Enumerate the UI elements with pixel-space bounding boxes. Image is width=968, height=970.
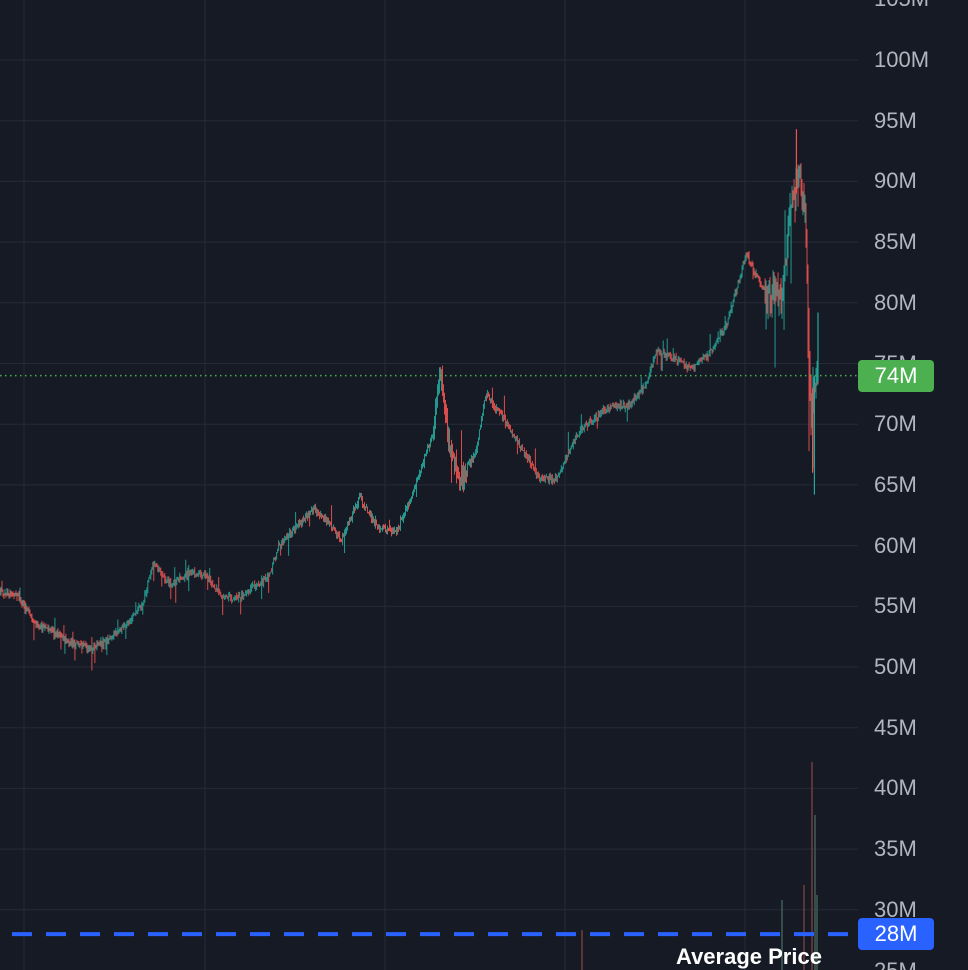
y-tick-label: 95M [874, 107, 917, 133]
y-tick-label: 30M [874, 896, 917, 922]
y-tick-label: 25M [874, 957, 917, 970]
candlestick-series [0, 129, 819, 671]
average-price-badge: 28M [858, 918, 934, 951]
price-lines [0, 374, 858, 937]
y-tick-label: 60M [874, 532, 917, 558]
y-tick-label: 55M [874, 593, 917, 619]
volume-bars [581, 762, 818, 970]
y-tick-label: 70M [874, 411, 917, 437]
y-tick-label: 45M [874, 714, 917, 740]
y-tick-label: 40M [874, 775, 917, 801]
y-tick-label: 50M [874, 654, 917, 679]
last-price-badge: 74M [858, 359, 934, 392]
y-tick-label: 80M [874, 289, 917, 315]
y-tick-label: 105M [874, 0, 929, 10]
y-tick-label: 85M [874, 229, 917, 255]
y-tick-label: 90M [874, 168, 917, 194]
grid [0, 0, 858, 970]
y-tick-label: 100M [874, 47, 930, 72]
y-tick-label: 35M [874, 836, 917, 862]
y-tick-label: 65M [874, 471, 917, 497]
average-price-label: Average Price [676, 944, 822, 969]
